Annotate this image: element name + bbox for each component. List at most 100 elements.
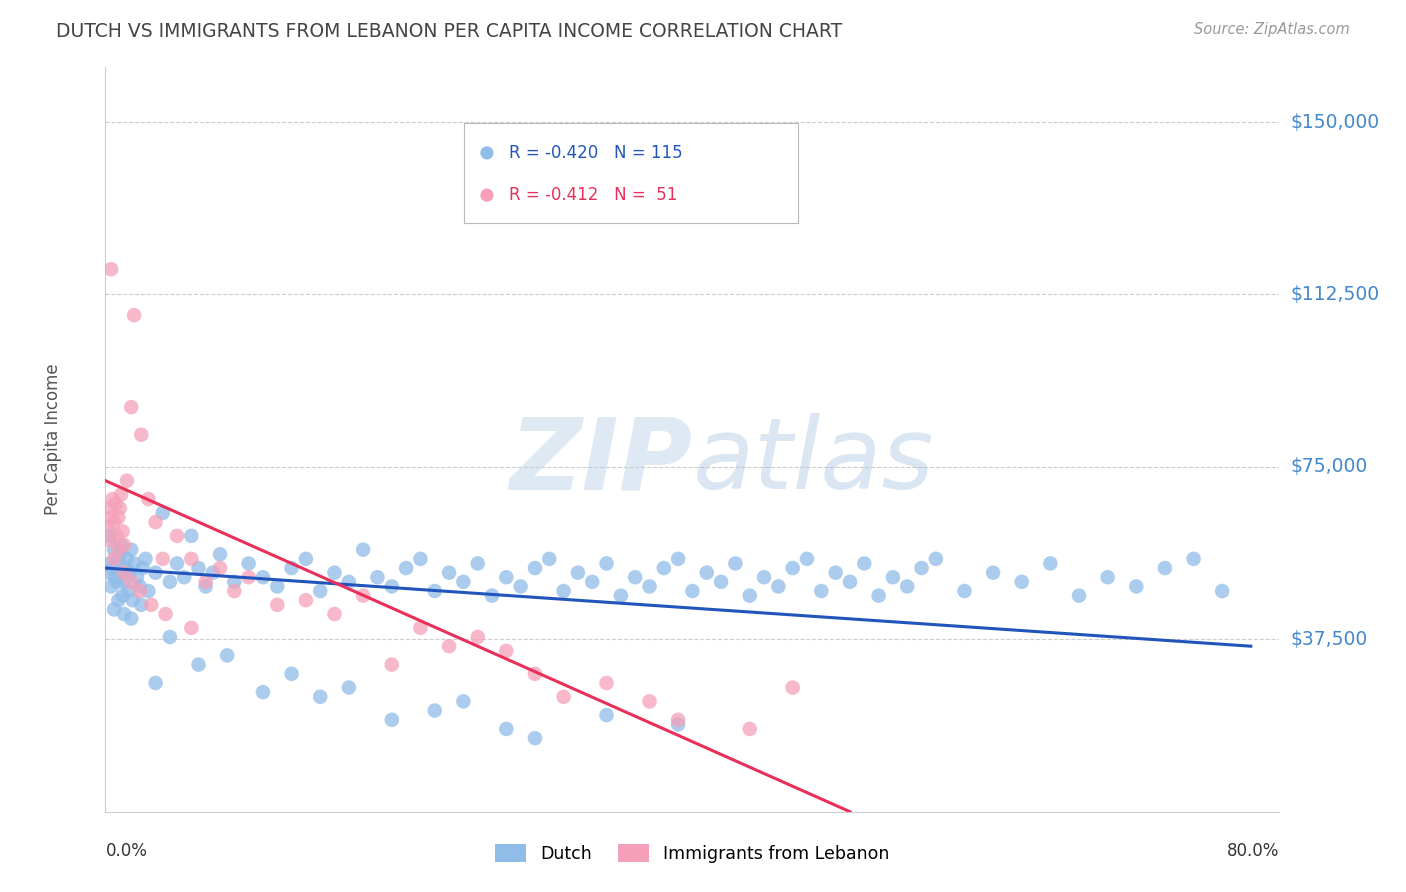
Text: $112,500: $112,500 [1291,285,1379,304]
Point [115,552,138,566]
Point [129,598,152,612]
Point [145,566,167,580]
Point [624,570,647,584]
Point [138,584,160,599]
Point [595,676,617,690]
Point [138,492,160,507]
Point [467,557,489,571]
Point [638,694,661,708]
Point [395,561,418,575]
Point [409,621,432,635]
Point [104,497,127,511]
Point [381,657,404,672]
Point [120,400,142,414]
Point [1067,589,1090,603]
Point [131,561,153,575]
Point [882,570,904,584]
Point [120,542,142,557]
Point [509,579,531,593]
Point [110,487,132,501]
Text: atlas: atlas [692,413,934,510]
Point [155,607,177,621]
Point [409,552,432,566]
Point [666,713,689,727]
Point [111,589,134,603]
Point [495,644,517,658]
Text: 80.0%: 80.0% [1227,841,1279,860]
Point [280,666,302,681]
Point [108,501,131,516]
Point [953,584,976,599]
Point [97,519,120,533]
Point [159,574,181,589]
Point [839,574,862,589]
Point [187,561,209,575]
Point [567,566,589,580]
Text: DUTCH VS IMMIGRANTS FROM LEBANON PER CAPITA INCOME CORRELATION CHART: DUTCH VS IMMIGRANTS FROM LEBANON PER CAP… [56,22,842,41]
Point [194,579,217,593]
Point [217,648,239,663]
Point [103,602,125,616]
Point [381,713,404,727]
Point [337,681,360,695]
Point [810,584,832,599]
Point [238,557,260,571]
Point [896,579,918,593]
Point [180,529,202,543]
Point [103,515,125,529]
Point [1154,561,1177,575]
Point [141,598,163,612]
Legend: Dutch, Immigrants from Lebanon: Dutch, Immigrants from Lebanon [488,838,897,870]
Point [98,557,121,571]
Point [782,681,804,695]
Point [352,589,374,603]
Point [738,722,761,736]
Point [323,566,346,580]
Point [738,589,761,603]
Point [110,538,132,552]
Text: 0.0%: 0.0% [105,841,148,860]
Point [145,676,167,690]
Point [100,579,122,593]
Point [437,566,460,580]
Point [105,529,128,543]
Point [280,561,302,575]
Point [681,584,703,599]
Point [266,598,288,612]
Point [981,566,1004,580]
Point [437,639,460,653]
Point [166,557,188,571]
Point [710,574,733,589]
Point [352,542,374,557]
Text: $150,000: $150,000 [1291,112,1379,132]
Point [208,561,231,575]
Point [122,557,145,571]
Point [112,574,135,589]
Point [523,666,546,681]
Point [97,566,120,580]
Text: $75,000: $75,000 [1291,458,1368,476]
Point [180,552,202,566]
Point [581,574,603,589]
Point [166,529,188,543]
Point [309,690,332,704]
Point [337,574,360,589]
Point [128,584,150,599]
Point [925,552,948,566]
Point [112,607,135,621]
Point [135,552,157,566]
Point [910,561,932,575]
Point [101,561,124,575]
Point [1125,579,1147,593]
Point [118,566,141,580]
Point [103,542,125,557]
Point [104,570,127,584]
Point [1097,570,1119,584]
Point [1182,552,1205,566]
Point [180,621,202,635]
Point [423,584,446,599]
Point [101,492,124,507]
Point [696,566,718,580]
Point [638,579,661,593]
Point [467,630,489,644]
